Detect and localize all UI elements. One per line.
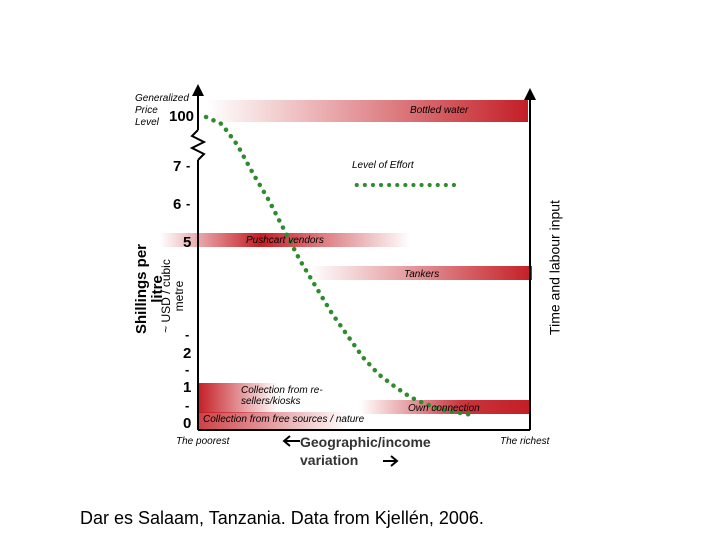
tick-2: 2 [183,345,192,362]
left-arrow-icon [282,435,300,447]
tick-5: 5 [183,234,192,251]
figure-caption: Dar es Salaam, Tanzania. Data from Kjell… [80,508,484,528]
right-arrow-icon [383,455,399,467]
band-label-tankers: Tankers [404,269,440,280]
band-free-sources [198,412,348,430]
y-axis-arrow [192,84,204,96]
gpl-line2: Price [135,105,158,116]
axis-break-icon [189,129,207,161]
band-bottled-water [208,100,528,122]
price-curve-series [203,114,476,418]
band-label-pushcart: Pushcart vendors [246,235,324,246]
band-pushcart [160,233,410,247]
band-label-resellers: Collection from re-sellers/kiosks [241,385,323,407]
x-left-label: The poorest [176,436,230,447]
y2-axis-label: Time and labour input [546,200,563,335]
tick-7: 7 [173,158,182,175]
tick-dash-a: - [185,327,190,342]
gpl-line3: Level [135,117,159,128]
x-axis-label: Geographic/income variation [300,434,431,468]
tick-dash-b: - [185,362,190,377]
band-label-free-sources: Collection from free sources / nature [203,414,365,425]
y2-axis-arrow [524,88,536,100]
gpl-label: Generalized Price Level [135,93,189,129]
band-own-connection [360,400,530,414]
tick-dash-6: - [186,196,191,211]
tick-1: 1 [183,379,192,396]
gpl-line1: Generalized [135,93,189,104]
level-of-effort-label: Level of Effort [352,160,414,171]
band-tankers [310,266,532,280]
tick-dash-c: - [185,398,190,413]
band-resellers [198,383,278,413]
tick-100: 100 [169,108,195,125]
tick-0: 0 [183,415,192,432]
y-axis-sublabel: ~ USD / cubic metre [159,259,186,333]
band-label-bottled-water: Bottled water [410,105,469,116]
x-right-label: The richest [500,436,550,447]
tick-dash-7: - [186,158,191,173]
tick-6: 6 [173,196,182,213]
band-label-own-connection: Own connection [408,403,480,414]
